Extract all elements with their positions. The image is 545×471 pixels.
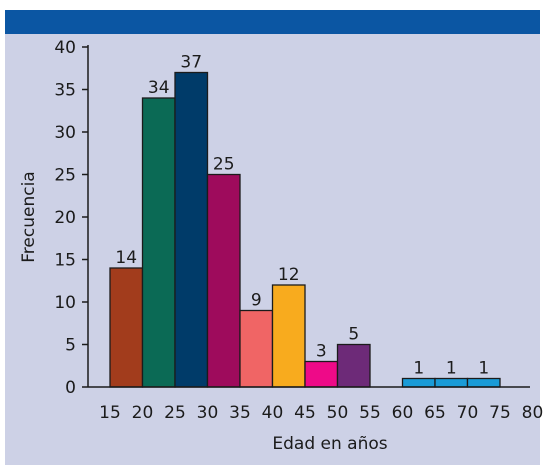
data-label-20-25: 34: [148, 78, 170, 98]
data-labels-group: 14 34 37 25 9 12 3 5 1 1 1: [115, 53, 489, 379]
x-tick-label-40: 40: [262, 403, 284, 423]
bar-45-50: [304, 360, 339, 388]
y-axis-title: Frecuencia: [19, 171, 39, 262]
y-tick-label-30: 30: [54, 123, 76, 143]
x-tick-label-65: 65: [424, 403, 446, 423]
x-tick-label-35: 35: [229, 403, 251, 423]
bar-50-55: [336, 343, 371, 388]
data-label-70-75: 1: [478, 359, 489, 379]
x-tick-label-20: 20: [132, 403, 154, 423]
data-label-65-70: 1: [446, 359, 457, 379]
y-tick-label-15: 15: [54, 251, 76, 271]
data-label-60-65: 1: [413, 359, 424, 379]
x-tick-label-70: 70: [457, 403, 479, 423]
bar-30-35: [206, 173, 241, 388]
bar-35-40: [239, 309, 274, 388]
data-label-30-35: 25: [213, 155, 235, 175]
x-ticks-group: 15 20 25 30 35 40 45 50 55 60 65 70 75 80: [99, 403, 543, 423]
data-label-50-55: 5: [348, 325, 359, 345]
x-tick-label-25: 25: [164, 403, 186, 423]
x-tick-label-60: 60: [392, 403, 414, 423]
y-ticks-group: 0 5 10 15 20 25 30 35 40: [54, 38, 88, 398]
y-tick-label-10: 10: [54, 293, 76, 313]
chart-panel: [5, 10, 540, 465]
x-tick-label-15: 15: [99, 403, 121, 423]
bar-70-75: [466, 377, 501, 388]
y-tick-label-20: 20: [54, 208, 76, 228]
data-label-35-40: 9: [251, 291, 262, 311]
data-label-45-50: 3: [316, 342, 327, 362]
y-tick-label-35: 35: [54, 81, 76, 101]
bar-25-30: [174, 71, 209, 388]
bar-20-25: [141, 97, 176, 388]
data-label-15-20: 14: [115, 248, 137, 268]
data-label-25-30: 37: [180, 53, 202, 73]
bar-15-20: [109, 267, 144, 388]
x-tick-label-55: 55: [359, 403, 381, 423]
y-tick-label-40: 40: [54, 38, 76, 58]
x-tick-label-80: 80: [522, 403, 544, 423]
x-tick-label-75: 75: [489, 403, 511, 423]
y-tick-label-0: 0: [65, 378, 76, 398]
y-tick-label-5: 5: [65, 336, 76, 356]
axes-group: [87, 45, 530, 388]
bar-40-45: [271, 284, 306, 388]
x-axis-title: Edad en años: [272, 434, 387, 454]
data-label-40-45: 12: [278, 265, 300, 285]
x-tick-label-45: 45: [294, 403, 316, 423]
y-tick-label-25: 25: [54, 166, 76, 186]
bars-group: [109, 71, 501, 388]
bar-65-70: [434, 377, 469, 388]
x-tick-label-50: 50: [327, 403, 349, 423]
bar-60-65: [401, 377, 436, 388]
x-tick-label-30: 30: [197, 403, 219, 423]
header-bar: [5, 10, 540, 34]
